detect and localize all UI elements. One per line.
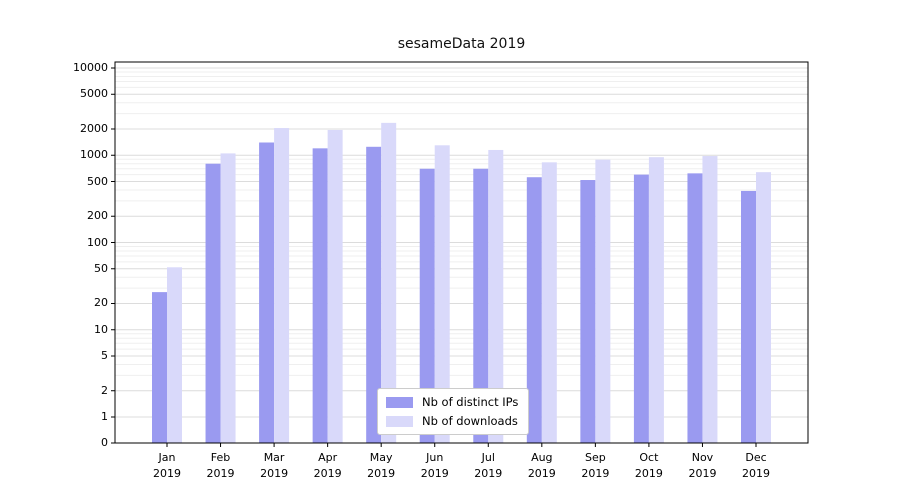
bar-downloads [702,156,718,444]
bar-distinct-ips [419,168,435,443]
x-tick-label: Jul 2019 [474,451,503,480]
y-tick-label: 200 [87,209,108,223]
legend-swatch-downloads [386,415,413,427]
legend-label-downloads: Nb of downloads [422,414,518,428]
chart-title: sesameData 2019 [397,36,526,52]
bar-distinct-ips [205,163,221,444]
bar-downloads [756,172,771,443]
y-tick-label: 20 [94,296,108,310]
bar-distinct-ips [687,173,703,443]
y-tick-label: 1 [101,410,108,423]
bar-downloads [327,129,343,444]
bar-distinct-ips [741,190,756,443]
bar-distinct-ips [473,168,489,443]
x-tick-label: Sep 2019 [581,451,610,480]
x-tick-label: Oct 2019 [634,451,663,480]
x-tick-label: Feb 2019 [206,451,235,480]
bar-downloads [274,128,290,443]
y-tick-label: 100 [87,235,108,249]
x-tick-label: Jun 2019 [420,451,449,480]
bar-distinct-ips [152,292,167,443]
x-tick-label: Jan 2019 [153,451,181,480]
x-tick-label: Dec 2019 [742,451,770,480]
bar-downloads [488,149,504,444]
bar-distinct-ips [366,146,382,443]
bar-downloads [648,157,664,444]
legend-swatch-distinct-ips [386,396,413,408]
y-tick-label: 500 [87,174,108,188]
bar-downloads [167,267,182,443]
legend-item-downloads: Nb of downloads [386,414,518,428]
x-tick-label: May 2019 [367,451,396,480]
x-tick-label: Apr 2019 [313,451,342,480]
bar-downloads [434,145,450,443]
bar-distinct-ips [580,180,596,444]
bar-distinct-ips [259,142,275,443]
y-tick-label: 50 [94,261,108,275]
axes-spines [114,61,809,444]
legend-item-distinct-ips: Nb of distinct IPs [386,395,518,409]
bar-distinct-ips [526,177,542,444]
y-tick-label: 5 [101,349,108,362]
y-tick-label: 2000 [80,121,108,135]
y-tick-label: 10000 [73,61,108,74]
bar-distinct-ips [633,174,649,443]
y-tick-label: 5000 [80,87,108,101]
bar-downloads [595,159,611,444]
y-tick-label: 2 [101,383,108,397]
bar-downloads [220,153,236,443]
y-tick-label: 0 [101,436,108,449]
y-tick-label: 10 [94,322,108,336]
x-tick-label: Aug 2019 [527,451,556,480]
bar-downloads [541,162,557,444]
legend-label-distinct-ips: Nb of distinct IPs [422,395,519,409]
bar-distinct-ips [312,148,328,443]
legend: Nb of distinct IPs Nb of downloads [377,388,530,435]
x-tick-label: Mar 2019 [260,451,289,480]
y-tick-label: 1000 [80,148,108,162]
x-tick-label: Nov 2019 [688,451,717,480]
bar-downloads [381,122,397,443]
